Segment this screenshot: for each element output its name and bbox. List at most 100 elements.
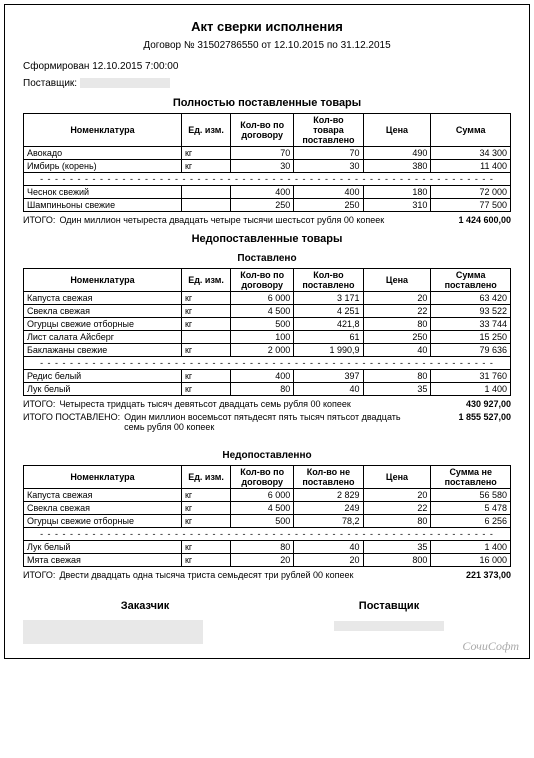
total-amount: 221 373,00	[421, 570, 511, 580]
section1-total: ИТОГО: Один миллион четыреста двадцать ч…	[23, 215, 511, 225]
table-row: Авокадокг707049034 300	[24, 147, 511, 160]
hdr-sum: Сумма	[431, 114, 511, 147]
cell-sum: 72 000	[431, 186, 511, 199]
table-row: Лист салата Айсберг1006125015 250	[24, 331, 511, 344]
customer-redacted: x	[23, 620, 267, 644]
cell-name: Лист салата Айсберг	[24, 331, 182, 344]
hdr-q1: Кол-во по договору	[231, 114, 294, 147]
total-label: ИТОГО:	[23, 399, 55, 409]
cell-q1: 4 500	[231, 305, 294, 318]
cell-q1: 250	[231, 199, 294, 212]
cell-q1: 100	[231, 331, 294, 344]
hdr-q2: Кол-во товара поставлено	[294, 114, 363, 147]
cell-q1: 80	[231, 383, 294, 396]
customer-label: Заказчик	[23, 600, 267, 612]
supplier-line: Поставщик: x	[23, 78, 511, 89]
table-row: Мята свежаякг202080016 000	[24, 554, 511, 567]
cell-q2: 78,2	[294, 515, 363, 528]
cell-q2: 61	[294, 331, 363, 344]
total-amount: 1 424 600,00	[421, 215, 511, 225]
total-label: ИТОГО:	[23, 570, 55, 580]
cell-q2: 40	[294, 383, 363, 396]
document-page: Акт сверки исполнения Договор № 31502786…	[4, 4, 530, 659]
cell-unit: кг	[181, 344, 230, 357]
hdr-q1: Кол-во по договору	[231, 269, 294, 292]
cell-unit	[181, 199, 230, 212]
cell-name: Огурцы свежие отборные	[24, 318, 182, 331]
total-amount: 430 927,00	[421, 399, 511, 409]
cell-price: 35	[363, 541, 431, 554]
cell-sum: 79 636	[431, 344, 511, 357]
section2-total1: ИТОГО: Четыреста тридцать тысяч девятьсо…	[23, 399, 511, 409]
cell-unit: кг	[181, 515, 230, 528]
cell-q1: 80	[231, 541, 294, 554]
table-row: Лук белыйкг8040351 400	[24, 541, 511, 554]
table-row: Огурцы свежие отборныекг500421,88033 744	[24, 318, 511, 331]
total-label: ИТОГО:	[23, 215, 55, 225]
cell-sum: 93 522	[431, 305, 511, 318]
cell-q1: 70	[231, 147, 294, 160]
cell-sum: 63 420	[431, 292, 511, 305]
table-row: Лук белыйкг8040351 400	[24, 383, 511, 396]
cell-price: 250	[363, 331, 431, 344]
cell-sum: 33 744	[431, 318, 511, 331]
cell-name: Баклажаны свежие	[24, 344, 182, 357]
cell-price: 490	[363, 147, 431, 160]
total-amount: 1 855 527,00	[421, 412, 511, 432]
cell-price: 80	[363, 515, 431, 528]
supplier-label: Поставщик	[267, 600, 511, 612]
supplier-redacted: x	[267, 620, 511, 632]
cell-name: Лук белый	[24, 383, 182, 396]
cell-q1: 20	[231, 554, 294, 567]
cell-unit: кг	[181, 305, 230, 318]
cell-q2: 3 171	[294, 292, 363, 305]
dash-break: - - - - - - - - - - - - - - - - - - - - …	[24, 528, 511, 541]
cell-price: 22	[363, 502, 431, 515]
hdr-sum: Сумма не поставлено	[431, 466, 511, 489]
hdr-q2: Кол-во не поставлено	[294, 466, 363, 489]
cell-name: Чеснок свежий	[24, 186, 182, 199]
cell-unit: кг	[181, 292, 230, 305]
cell-q2: 400	[294, 186, 363, 199]
cell-name: Шампиньоны свежие	[24, 199, 182, 212]
hdr-price: Цена	[363, 114, 431, 147]
cell-q1: 500	[231, 515, 294, 528]
cell-price: 800	[363, 554, 431, 567]
cell-price: 35	[363, 383, 431, 396]
cell-unit: кг	[181, 383, 230, 396]
table-row: Капуста свежаякг6 0003 1712063 420	[24, 292, 511, 305]
doc-contract: Договор № 31502786550 от 12.10.2015 по 3…	[23, 40, 511, 51]
hdr-name: Номенклатура	[24, 269, 182, 292]
cell-sum: 31 760	[431, 370, 511, 383]
section2-subtitle: Поставлено	[23, 253, 511, 264]
table-row: Редис белыйкг4003978031 760	[24, 370, 511, 383]
dash-break: - - - - - - - - - - - - - - - - - - - - …	[24, 357, 511, 370]
cell-q1: 30	[231, 160, 294, 173]
section1-title: Полностью поставленные товары	[23, 97, 511, 109]
cell-q1: 4 500	[231, 502, 294, 515]
cell-unit: кг	[181, 554, 230, 567]
cell-sum: 56 580	[431, 489, 511, 502]
cell-sum: 77 500	[431, 199, 511, 212]
customer-col: Заказчик x	[23, 600, 267, 644]
cell-q2: 20	[294, 554, 363, 567]
cell-name: Авокадо	[24, 147, 182, 160]
hdr-name: Номенклатура	[24, 466, 182, 489]
total-words: Один миллион четыреста двадцать четыре т…	[59, 215, 421, 225]
cell-q1: 500	[231, 318, 294, 331]
supplier-redacted: x	[80, 78, 170, 88]
cell-unit: кг	[181, 370, 230, 383]
cell-price: 180	[363, 186, 431, 199]
cell-sum: 34 300	[431, 147, 511, 160]
hdr-price: Цена	[363, 269, 431, 292]
cell-name: Редис белый	[24, 370, 182, 383]
cell-name: Свекла свежая	[24, 502, 182, 515]
cell-sum: 6 256	[431, 515, 511, 528]
cell-q1: 2 000	[231, 344, 294, 357]
supplier-col: Поставщик x	[267, 600, 511, 644]
cell-unit	[181, 186, 230, 199]
hdr-q1: Кол-во по договору	[231, 466, 294, 489]
cell-q2: 249	[294, 502, 363, 515]
cell-unit	[181, 331, 230, 344]
cell-name: Огурцы свежие отборные	[24, 515, 182, 528]
